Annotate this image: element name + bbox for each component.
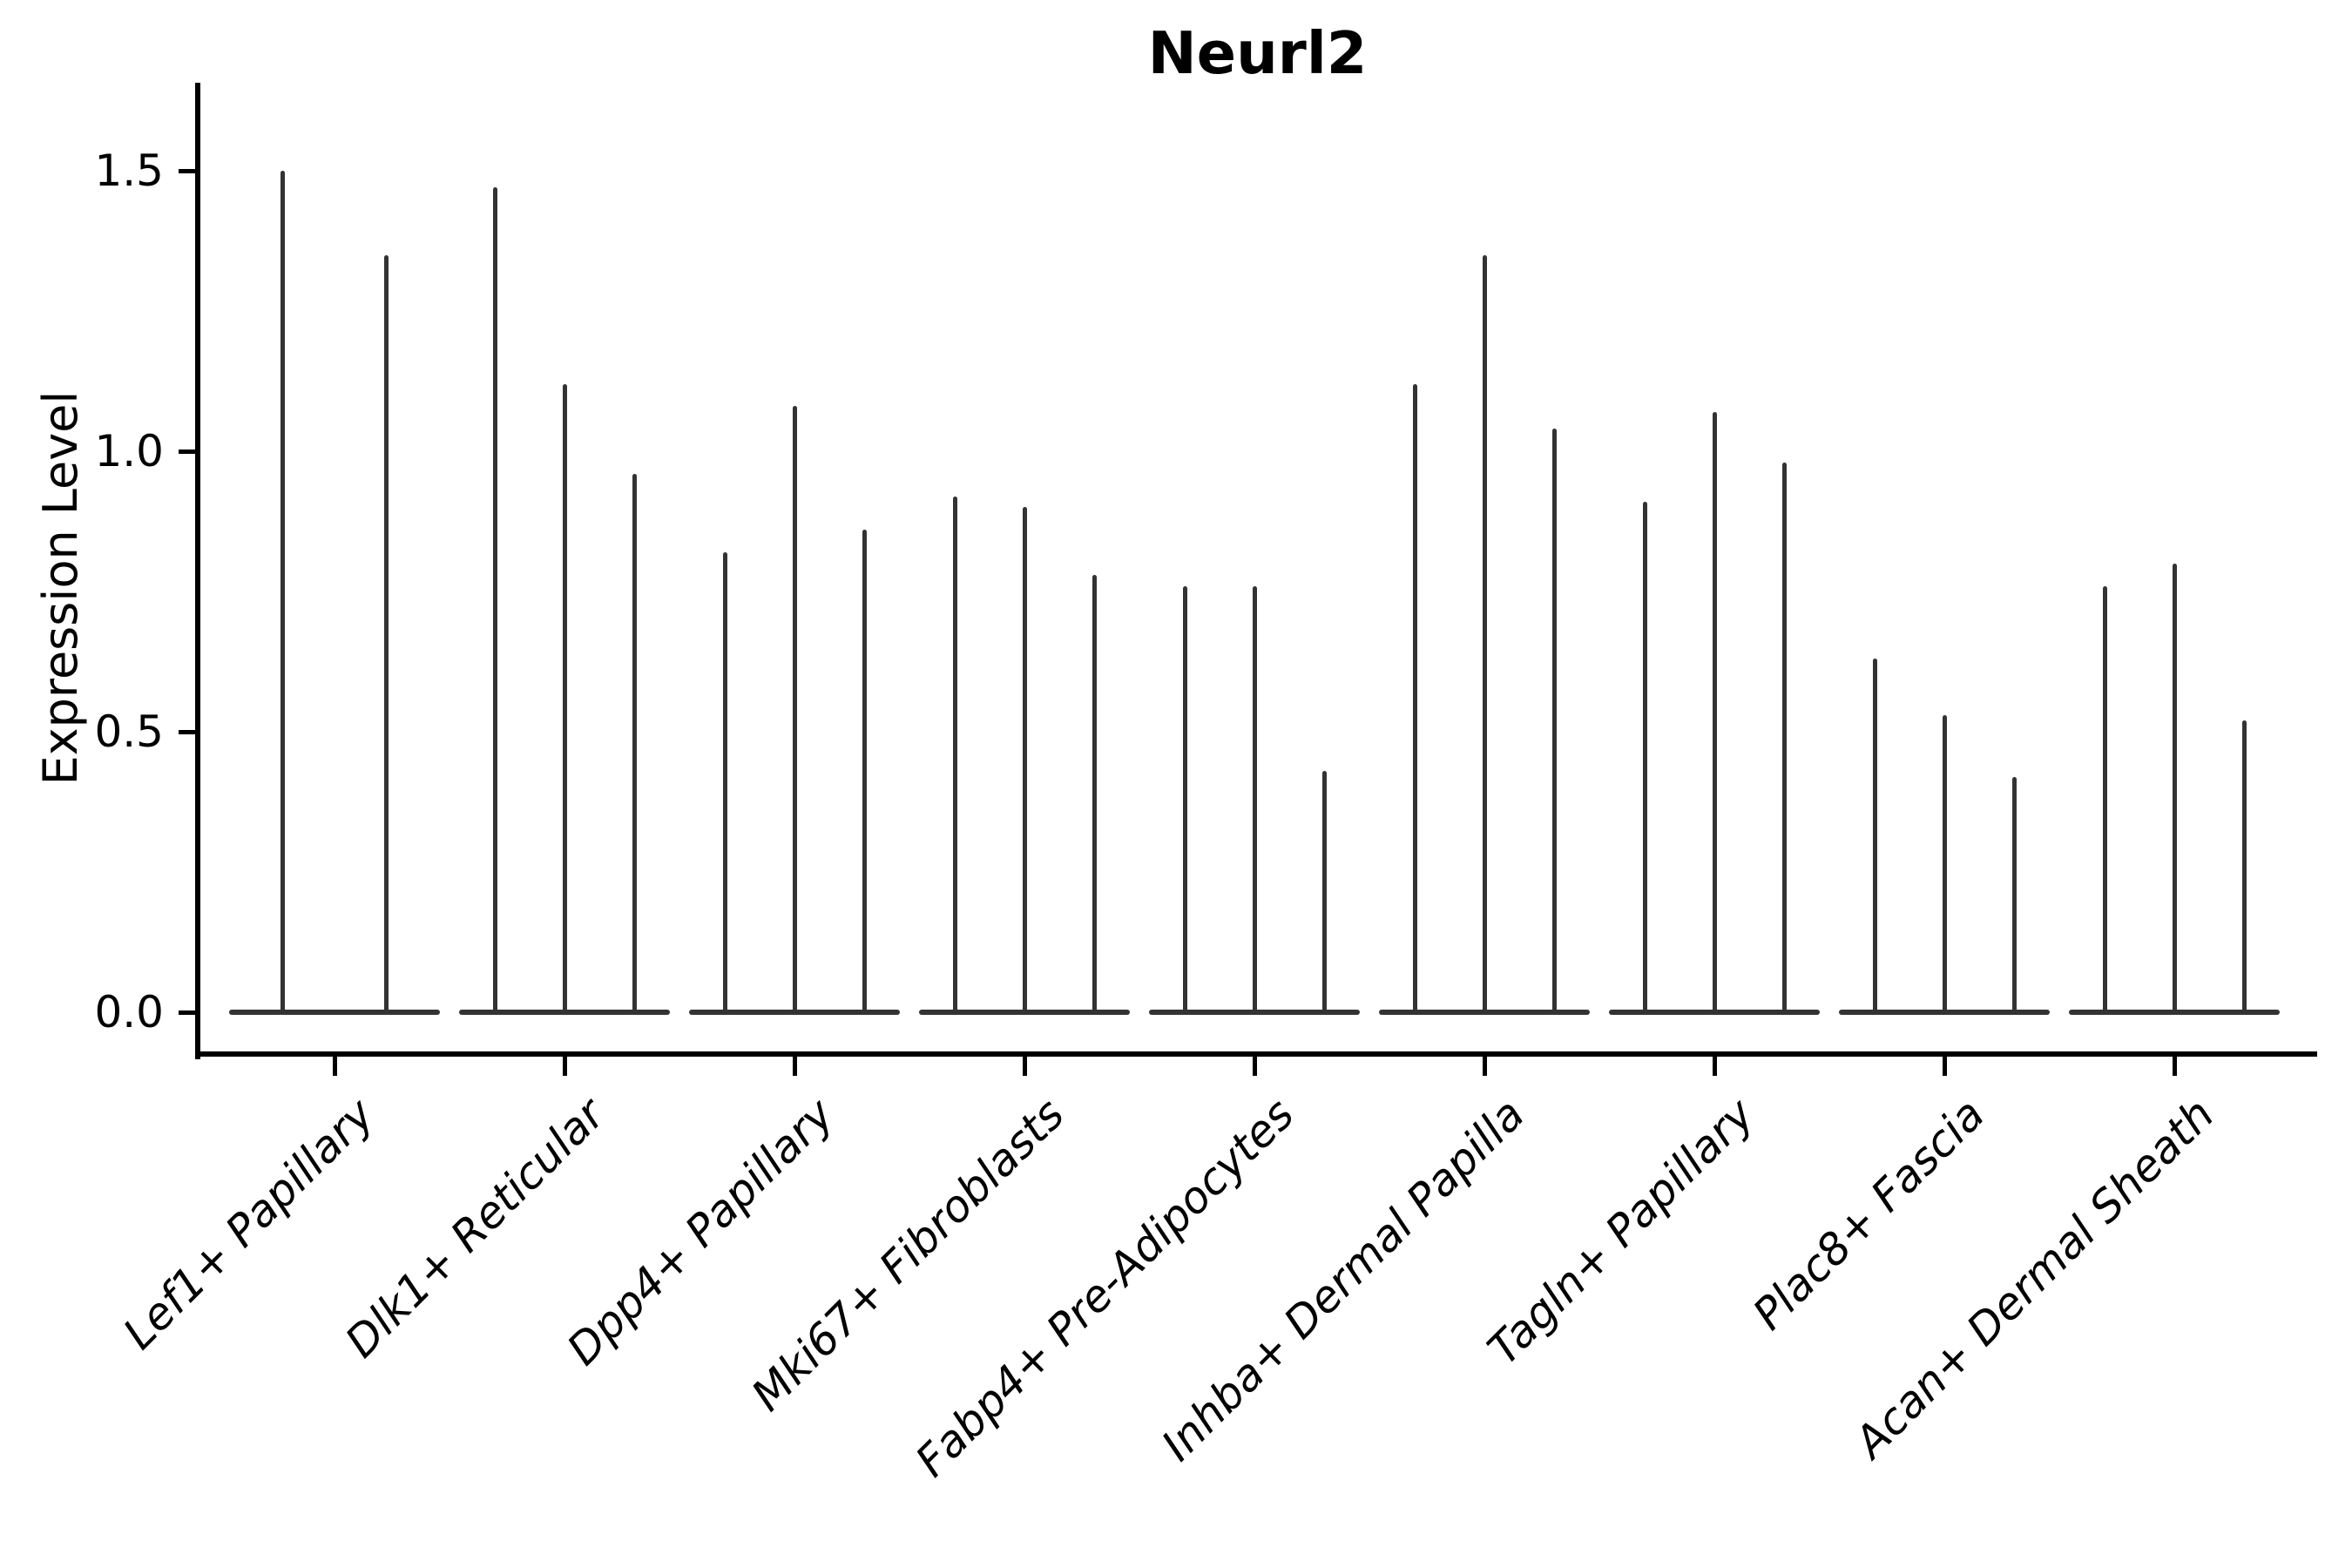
violin-spike [1321, 771, 1327, 1014]
violin-spike [1482, 254, 1487, 1014]
y-tick [179, 1010, 195, 1015]
violin-spike [2102, 585, 2107, 1014]
violin-spike [2011, 776, 2017, 1014]
violin-spike [384, 254, 389, 1014]
x-axis-spine [195, 1051, 2317, 1057]
violin-spike [492, 187, 497, 1014]
violin-spike [862, 530, 867, 1014]
y-tick [179, 729, 195, 734]
violin-spike [1781, 462, 1787, 1014]
x-tick [1942, 1057, 1947, 1076]
violin-spike [1092, 574, 1097, 1014]
violin-spike [952, 496, 957, 1014]
violin-spike [1412, 383, 1417, 1014]
violin-spike [1182, 585, 1187, 1014]
violin-spike [2241, 720, 2247, 1014]
x-tick [2172, 1057, 2177, 1076]
x-tick-label: Lef1+ Papillary [113, 1088, 384, 1360]
x-tick [1252, 1057, 1257, 1076]
violin-spike [1252, 585, 1257, 1014]
y-tick-label: 1.0 [94, 426, 164, 476]
violin-spike [1712, 411, 1717, 1014]
x-tick [562, 1057, 567, 1076]
x-tick [1022, 1057, 1027, 1076]
violin-spike [722, 551, 727, 1014]
x-tick [332, 1057, 337, 1076]
x-tick [792, 1057, 797, 1076]
y-tick-label: 0.0 [94, 987, 164, 1037]
y-tick [179, 168, 195, 173]
violin-spike [1551, 429, 1557, 1014]
violin-spike [1942, 714, 1947, 1014]
y-tick-label: 1.5 [94, 145, 164, 196]
violin-spike [562, 383, 567, 1014]
violin-spike [792, 406, 797, 1014]
violin-spike [1642, 501, 1647, 1014]
x-tick-label: Plac8+ Fascia [1742, 1088, 1994, 1340]
x-tick [1712, 1057, 1717, 1076]
violin-spike [280, 171, 285, 1014]
violin-spike [2172, 563, 2177, 1014]
violin-base [229, 1010, 440, 1015]
x-tick-label: Fabp4+ Pre-Adipocytes [906, 1088, 1304, 1487]
y-axis-label: Expression Level [33, 390, 88, 786]
x-tick [1482, 1057, 1487, 1076]
y-axis-spine [195, 83, 200, 1059]
y-tick-label: 0.5 [94, 706, 164, 757]
violin-spike [1872, 659, 1877, 1014]
violin-spike [632, 473, 637, 1014]
violin-spike [1022, 507, 1027, 1014]
chart-title: Neurl2 [1147, 19, 1368, 87]
y-tick [179, 449, 195, 454]
